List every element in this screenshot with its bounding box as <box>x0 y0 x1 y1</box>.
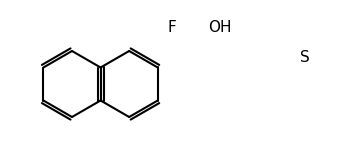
Text: OH: OH <box>208 20 232 35</box>
Text: S: S <box>300 51 310 66</box>
Text: F: F <box>168 20 176 35</box>
